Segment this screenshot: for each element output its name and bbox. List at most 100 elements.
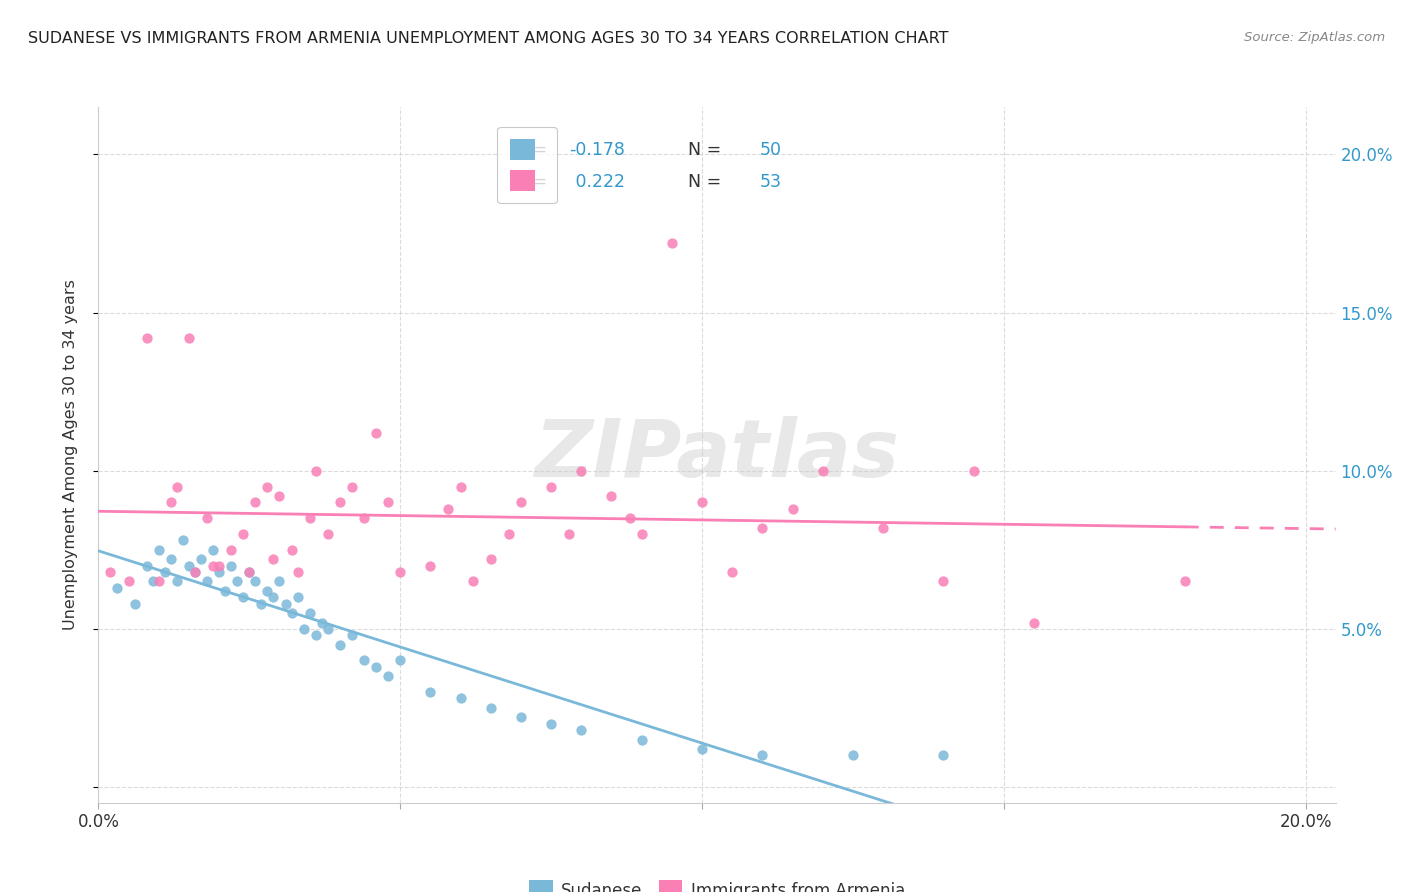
- Point: [269, 574, 291, 589]
- Point: [166, 479, 188, 493]
- Point: [558, 527, 581, 541]
- Point: [184, 565, 207, 579]
- Text: ZIPatlas: ZIPatlas: [534, 416, 900, 494]
- Point: [569, 464, 592, 478]
- Point: [262, 552, 284, 566]
- Text: SUDANESE VS IMMIGRANTS FROM ARMENIA UNEMPLOYMENT AMONG AGES 30 TO 34 YEARS CORRE: SUDANESE VS IMMIGRANTS FROM ARMENIA UNEM…: [28, 31, 949, 46]
- Point: [287, 565, 309, 579]
- Point: [280, 542, 302, 557]
- Point: [245, 574, 267, 589]
- Point: [124, 597, 146, 611]
- Legend: Sudanese, Immigrants from Armenia: Sudanese, Immigrants from Armenia: [523, 874, 911, 892]
- Text: 0.222: 0.222: [569, 173, 624, 191]
- Point: [630, 732, 652, 747]
- Point: [872, 521, 894, 535]
- Point: [256, 479, 278, 493]
- Point: [364, 425, 387, 440]
- Point: [811, 464, 834, 478]
- Point: [509, 495, 531, 509]
- Point: [540, 479, 562, 493]
- Text: -0.178: -0.178: [569, 141, 626, 159]
- Point: [195, 574, 218, 589]
- Text: 50: 50: [761, 141, 782, 159]
- Point: [619, 511, 641, 525]
- Point: [316, 622, 339, 636]
- Point: [142, 574, 165, 589]
- Point: [329, 495, 352, 509]
- Point: [540, 716, 562, 731]
- Point: [190, 552, 212, 566]
- Point: [160, 495, 183, 509]
- Point: [842, 748, 865, 763]
- Point: [148, 542, 170, 557]
- Point: [298, 606, 321, 620]
- Point: [219, 542, 242, 557]
- Point: [437, 501, 460, 516]
- Point: [721, 565, 744, 579]
- Point: [316, 527, 339, 541]
- Point: [262, 591, 284, 605]
- Point: [450, 479, 472, 493]
- Point: [364, 660, 387, 674]
- Point: [962, 464, 984, 478]
- Point: [600, 489, 623, 503]
- Point: [184, 565, 207, 579]
- Point: [479, 701, 502, 715]
- Point: [232, 527, 254, 541]
- Point: [340, 628, 363, 642]
- Point: [479, 552, 502, 566]
- Point: [208, 558, 231, 573]
- Point: [214, 583, 236, 598]
- Point: [932, 748, 955, 763]
- Point: [202, 542, 225, 557]
- Point: [450, 691, 472, 706]
- Point: [782, 501, 804, 516]
- Point: [377, 669, 399, 683]
- Point: [389, 653, 412, 667]
- Point: [509, 710, 531, 724]
- Point: [232, 591, 254, 605]
- Point: [311, 615, 333, 630]
- Point: [305, 464, 328, 478]
- Point: [172, 533, 194, 548]
- Point: [160, 552, 183, 566]
- Point: [377, 495, 399, 509]
- Text: Source: ZipAtlas.com: Source: ZipAtlas.com: [1244, 31, 1385, 45]
- Point: [287, 591, 309, 605]
- Y-axis label: Unemployment Among Ages 30 to 34 years: Unemployment Among Ages 30 to 34 years: [63, 279, 77, 631]
- Text: N =: N =: [678, 173, 727, 191]
- Point: [245, 495, 267, 509]
- Point: [498, 527, 520, 541]
- Point: [690, 742, 713, 756]
- Point: [1022, 615, 1045, 630]
- Point: [419, 685, 441, 699]
- Text: N =: N =: [678, 141, 727, 159]
- Point: [269, 489, 291, 503]
- Point: [329, 638, 352, 652]
- Point: [117, 574, 139, 589]
- Point: [153, 565, 176, 579]
- Point: [202, 558, 225, 573]
- Point: [274, 597, 297, 611]
- Point: [461, 574, 484, 589]
- Point: [292, 622, 315, 636]
- Point: [238, 565, 260, 579]
- Point: [148, 574, 170, 589]
- Point: [250, 597, 273, 611]
- Point: [208, 565, 231, 579]
- Point: [353, 511, 375, 525]
- Point: [135, 331, 157, 345]
- Point: [135, 558, 157, 573]
- Point: [280, 606, 302, 620]
- Point: [177, 331, 200, 345]
- Point: [751, 521, 773, 535]
- Point: [195, 511, 218, 525]
- Point: [630, 527, 652, 541]
- Point: [569, 723, 592, 737]
- Point: [256, 583, 278, 598]
- Point: [751, 748, 773, 763]
- Point: [100, 565, 122, 579]
- Point: [419, 558, 441, 573]
- Point: [105, 581, 128, 595]
- Point: [226, 574, 249, 589]
